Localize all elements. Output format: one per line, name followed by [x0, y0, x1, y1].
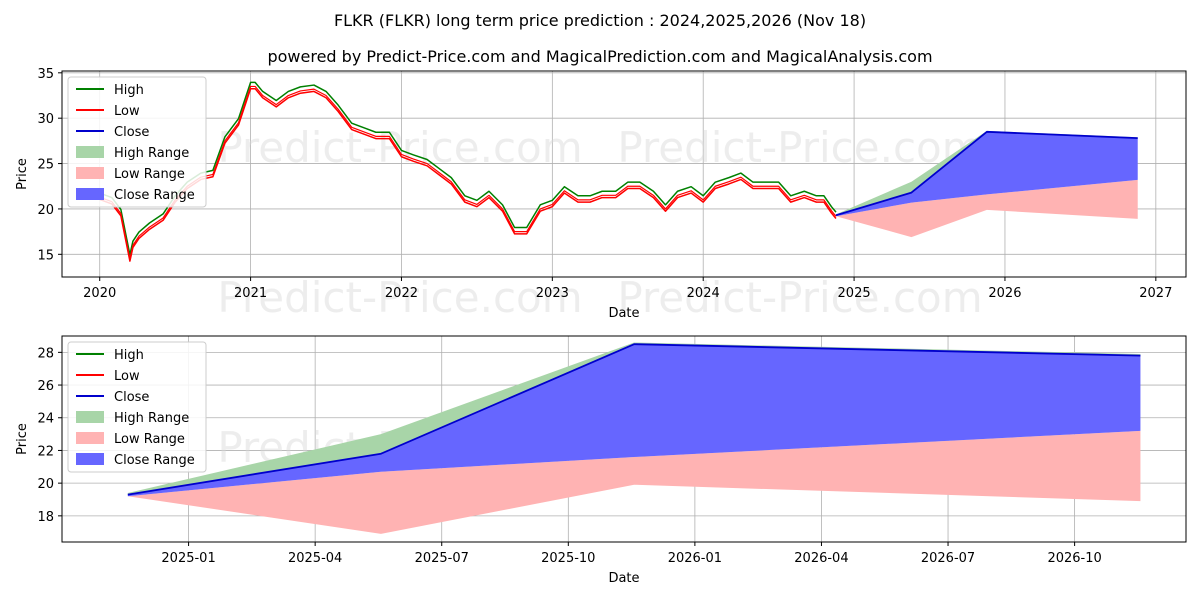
- legend-label: Close: [114, 390, 149, 405]
- y-axis-label: Price: [15, 423, 30, 455]
- x-tick-label: 2021: [234, 286, 267, 301]
- legend-label: Close: [114, 125, 149, 140]
- bottom-panel: Predict-Price.comPredict-Price.com2025-0…: [15, 335, 1187, 586]
- legend-label: Close Range: [114, 453, 195, 468]
- legend-patch-swatch: [76, 432, 104, 444]
- x-tick-label: 2025: [838, 286, 871, 301]
- legend-label: Close Range: [114, 188, 195, 203]
- close-range-area: [835, 131, 1138, 217]
- legend-patch-swatch: [76, 453, 104, 465]
- x-tick-label: 2027: [1139, 286, 1172, 301]
- legend-label: Low Range: [114, 167, 185, 182]
- y-tick-label: 22: [37, 444, 54, 459]
- close-range-area: [127, 344, 1141, 497]
- x-tick-label: 2020: [83, 286, 116, 301]
- x-tick-label: 2026-07: [921, 551, 975, 566]
- x-tick-label: 2024: [687, 286, 720, 301]
- y-axis-label: Price: [15, 158, 30, 190]
- x-axis-label: Date: [608, 306, 639, 321]
- legend-label: High Range: [114, 411, 189, 426]
- x-tick-label: 2025-10: [541, 551, 595, 566]
- legend-patch-swatch: [76, 146, 104, 158]
- y-tick-label: 15: [37, 248, 54, 263]
- top-panel: Predict-Price.com Predict-Price.com Predic…: [15, 67, 1187, 322]
- x-tick-label: 2026: [988, 286, 1021, 301]
- history-low-line: [99, 87, 837, 262]
- plot-area: [99, 81, 1138, 262]
- x-axis-label: Date: [608, 571, 639, 586]
- y-tick-label: 30: [37, 112, 54, 127]
- forecast-close-line: [835, 130, 1138, 217]
- x-tick-label: 2025-01: [161, 551, 215, 566]
- legend-patch-swatch: [76, 411, 104, 423]
- legend-patch-swatch: [76, 167, 104, 179]
- y-tick-label: 20: [37, 477, 54, 492]
- x-tick-label: 2026-01: [668, 551, 722, 566]
- watermark-text: Predict-Price.com: [217, 273, 582, 322]
- legend-label: Low: [114, 369, 140, 384]
- x-tick-label: 2026-10: [1047, 551, 1101, 566]
- low-range-area: [835, 179, 1138, 238]
- legend-label: Low: [114, 104, 140, 119]
- watermark-text: Predict-Price.com: [617, 123, 982, 172]
- legend-label: High Range: [114, 146, 189, 161]
- history-close-line: [99, 85, 837, 260]
- y-tick-label: 25: [37, 158, 54, 173]
- watermark-text: Predict-Price.com: [617, 273, 982, 322]
- x-tick-label: 2026-04: [794, 551, 848, 566]
- legend: High Low Close High Range Low Range Close Ran…: [67, 76, 207, 208]
- legend-patch-swatch: [76, 188, 104, 200]
- forecast-close-line: [127, 343, 1141, 496]
- y-tick-label: 28: [37, 346, 54, 361]
- chart-title: FLKR (FLKR) long term price prediction :…: [334, 11, 866, 30]
- legend-label: High: [114, 83, 144, 98]
- chart-subtitle: powered by Predict-Price.com and Magical…: [267, 47, 932, 66]
- y-tick-label: 20: [37, 203, 54, 218]
- legend: High Low Close High Range Low Range Close Ran…: [67, 341, 207, 473]
- legend-label: High: [114, 348, 144, 363]
- legend-label: Low Range: [114, 432, 185, 447]
- history-high-line: [99, 81, 837, 256]
- x-tick-label: 2025-07: [415, 551, 469, 566]
- y-tick-label: 24: [37, 412, 54, 427]
- axes-frame: [61, 335, 1187, 543]
- y-tick-label: 18: [37, 510, 54, 525]
- x-tick-label: 2025-04: [288, 551, 342, 566]
- axes-frame: [61, 70, 1187, 278]
- plot-area: [127, 342, 1141, 534]
- x-tick-label: 2023: [536, 286, 569, 301]
- y-tick-label: 35: [37, 67, 54, 82]
- y-tick-label: 26: [37, 379, 54, 394]
- x-tick-label: 2022: [385, 286, 418, 301]
- low-range-area: [127, 430, 1141, 534]
